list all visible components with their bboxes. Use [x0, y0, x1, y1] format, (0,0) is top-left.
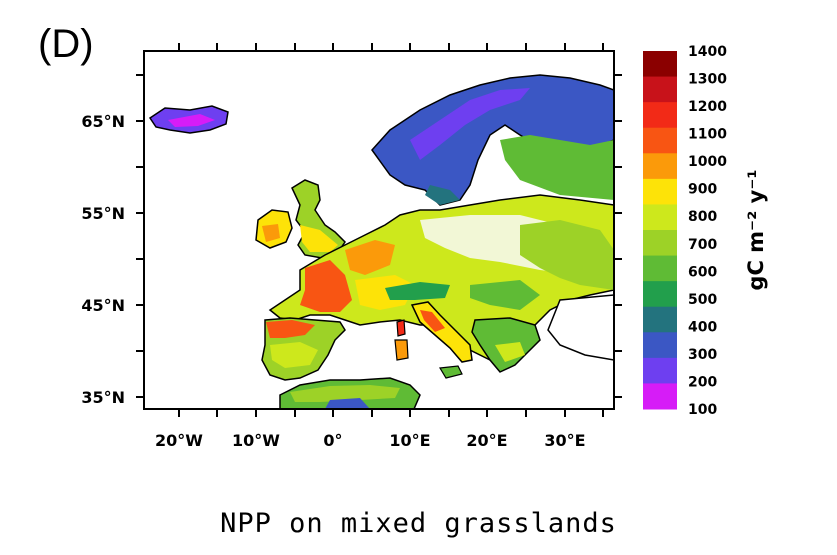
- colorbar-tick-label: 700: [688, 237, 717, 253]
- region-sardinia: [394, 339, 409, 361]
- colorbar-swatch: [643, 127, 677, 154]
- region-finland: [500, 135, 614, 200]
- region-italy-north: [420, 310, 445, 332]
- region-danube: [470, 280, 540, 310]
- colorbar-unit-label: gC m⁻² y⁻¹: [744, 169, 768, 290]
- colorbar-swatch: [643, 178, 677, 205]
- colorbar-swatch: [643, 281, 677, 308]
- region-sicily: [439, 365, 463, 379]
- colorbar-tick-label: 200: [688, 374, 717, 390]
- colorbar-swatch: [643, 76, 677, 103]
- region-eastern-europe: [520, 220, 614, 290]
- colorbar-swatch: [643, 255, 677, 282]
- lat-label-55n: 55°N: [81, 204, 125, 223]
- lat-ticks: [136, 74, 622, 398]
- colorbar-tick-label: 800: [688, 209, 717, 225]
- map-area: 65°N 55°N 45°N 35°N 20°W 10°W 0° 10°E 20…: [81, 43, 622, 450]
- colorbar-tick-label: 100: [688, 402, 717, 418]
- lon-label-20w: 20°W: [155, 431, 203, 450]
- colorbar-swatch: [643, 383, 677, 410]
- colorbar-swatch: [643, 102, 677, 129]
- colorbar-tick-label: 1100: [688, 127, 727, 143]
- region-iberia-north: [266, 320, 315, 338]
- colorbar-swatch: [643, 51, 677, 78]
- colorbar-swatch: [643, 306, 677, 333]
- region-greece: [495, 342, 525, 362]
- panel-label: (D): [38, 22, 94, 66]
- region-ireland-core: [262, 224, 280, 242]
- colorbar-swatch: [643, 153, 677, 180]
- region-france: [355, 275, 415, 310]
- lat-label-45n: 45°N: [81, 296, 125, 315]
- colorbar-tick-label: 400: [688, 319, 717, 335]
- figure-caption: NPP on mixed grasslands: [220, 508, 617, 539]
- colorbar-tick-label: 1400: [688, 44, 727, 60]
- colorbar-swatch: [643, 357, 677, 384]
- lat-label-65n: 65°N: [81, 112, 125, 131]
- colorbar-tick-label: 500: [688, 292, 717, 308]
- colorbar-swatch: [643, 332, 677, 359]
- region-north-africa-inland: [325, 398, 370, 409]
- colorbar-swatch: [643, 204, 677, 231]
- region-north-africa-coast: [290, 385, 400, 402]
- region-britain-south: [300, 225, 338, 252]
- colorbar-tick-label: 1200: [688, 99, 727, 115]
- land-shapes: [148, 74, 614, 409]
- region-alps: [385, 282, 450, 300]
- colorbar: 1400 1300 1200 1100 1000 900 800 700 600 500 400 30…: [643, 44, 727, 418]
- colorbar-tick-label: 900: [688, 182, 717, 198]
- colorbar-swatch: [643, 230, 677, 257]
- lon-label-10e: 10°E: [389, 431, 430, 450]
- colorbar-tick-label: 1000: [688, 154, 727, 170]
- region-turkey: [547, 294, 614, 361]
- region-france-north: [345, 240, 395, 275]
- lon-label-20e: 20°E: [466, 431, 507, 450]
- region-corsica: [396, 319, 406, 337]
- lon-ticks: [178, 43, 604, 417]
- region-scandinavia-north: [410, 88, 530, 160]
- lon-label-0: 0°: [323, 431, 342, 450]
- region-sweden-south: [425, 185, 460, 205]
- colorbar-tick-label: 600: [688, 264, 717, 280]
- colorbar-tick-label: 1300: [688, 72, 727, 88]
- region-iberia-center: [270, 342, 318, 368]
- lon-label-30e: 30°E: [544, 431, 585, 450]
- lon-label-10w: 10°W: [232, 431, 280, 450]
- region-france-west: [300, 260, 352, 312]
- map-frame: [143, 50, 615, 410]
- colorbar-tick-label: 300: [688, 347, 717, 363]
- region-iceland-core: [168, 114, 215, 127]
- lat-label-35n: 35°N: [81, 388, 125, 407]
